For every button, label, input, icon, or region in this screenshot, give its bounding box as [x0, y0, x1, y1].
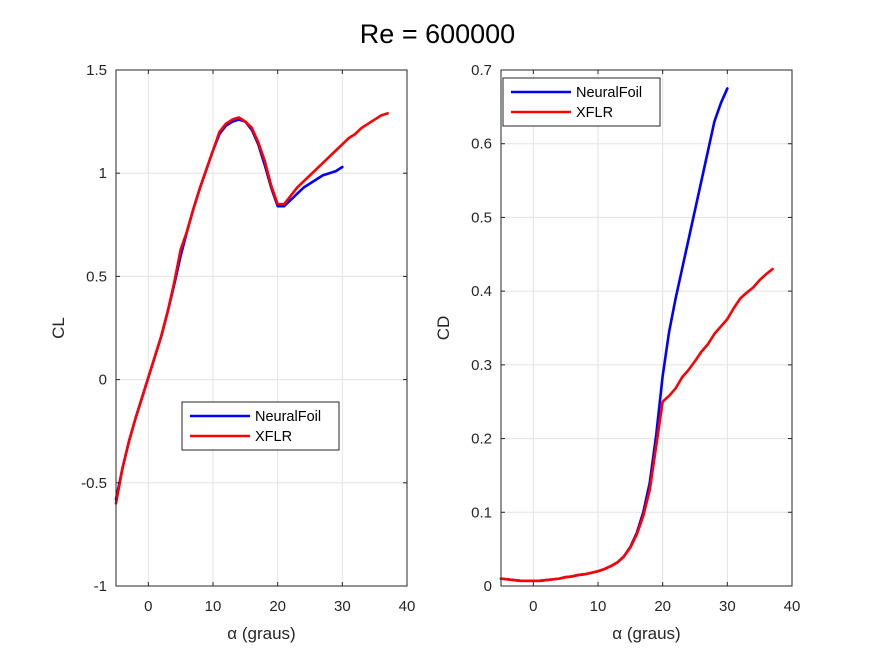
cd-chart-x-tick-label: 20	[654, 598, 671, 615]
cd-chart-y-tick-label: 0.5	[471, 209, 492, 226]
cl-chart-legend-label-neuralfoil: NeuralFoil	[255, 409, 321, 425]
cl-chart-x-tick-label: 40	[399, 598, 416, 615]
cd-chart-legend: NeuralFoil XFLR	[502, 77, 661, 127]
cd-chart-y-tick-label: 0.2	[471, 431, 492, 448]
cd-chart-x-tick-label: 40	[784, 598, 801, 615]
cl-chart-series-xflr-line	[114, 112, 389, 505]
cl-chart-legend: NeuralFoil XFLR	[181, 401, 340, 451]
cd-chart-series-xflr-line	[499, 267, 774, 583]
cd-chart-x-tick-label: 0	[529, 598, 537, 615]
cd-chart-axes-box	[500, 69, 793, 587]
cd-chart-y-tick-label: 0.1	[471, 504, 492, 521]
cl-chart: 0 10 20 30 40 -1 -0.5 0 0.5 1 1.5 α (graus) CL Neural…	[49, 62, 415, 643]
cl-chart-x-axis-label: α (graus)	[227, 624, 295, 643]
cd-chart-y-tick-label: 0	[484, 578, 492, 595]
cd-chart-y-tick-label: 0.3	[471, 357, 492, 374]
cl-chart-x-tick-label: 30	[334, 598, 351, 615]
cd-chart-x-tick-label: 10	[590, 598, 607, 615]
cd-chart-x-axis-label: α (graus)	[612, 624, 680, 643]
cd-chart-y-axis-label: CD	[434, 316, 453, 341]
cl-chart-legend-box	[181, 401, 340, 451]
cl-chart-x-tick-label: 10	[205, 598, 222, 615]
cd-chart-legend-label-xflr: XFLR	[576, 105, 613, 121]
cl-chart-y-axis-label: CL	[49, 317, 68, 339]
cl-chart-x-tick-label: 0	[144, 598, 152, 615]
cl-chart-y-tick-label: 1.5	[86, 62, 107, 79]
cd-chart-legend-label-neuralfoil: NeuralFoil	[576, 85, 642, 101]
cd-chart-plot-area	[501, 70, 792, 586]
cd-chart-legend-box	[502, 77, 661, 127]
cd-chart: 0 10 20 30 40 0 0.1 0.2 0.3 0.4 0.5 0.6 0.7 α (graus)…	[434, 62, 800, 643]
cl-chart-plot-area	[116, 70, 407, 586]
cl-chart-y-tick-label: -1	[94, 578, 107, 595]
cl-chart-y-tick-label: 0.5	[86, 268, 107, 285]
cl-chart-y-tick-label: 0	[99, 372, 107, 389]
cl-chart-y-tick-label: 1	[99, 165, 107, 182]
cl-chart-y-tick-label: -0.5	[81, 475, 107, 492]
cd-chart-x-tick-label: 30	[719, 598, 736, 615]
cd-chart-y-tick-label: 0.6	[471, 136, 492, 153]
cl-chart-axes-box	[115, 69, 408, 587]
cl-chart-legend-label-xflr: XFLR	[255, 429, 292, 445]
cd-chart-y-tick-label: 0.4	[471, 283, 492, 300]
figure-title: Re = 600000	[360, 19, 515, 49]
cl-chart-x-tick-label: 20	[269, 598, 286, 615]
cd-chart-y-tick-label: 0.7	[471, 62, 492, 79]
